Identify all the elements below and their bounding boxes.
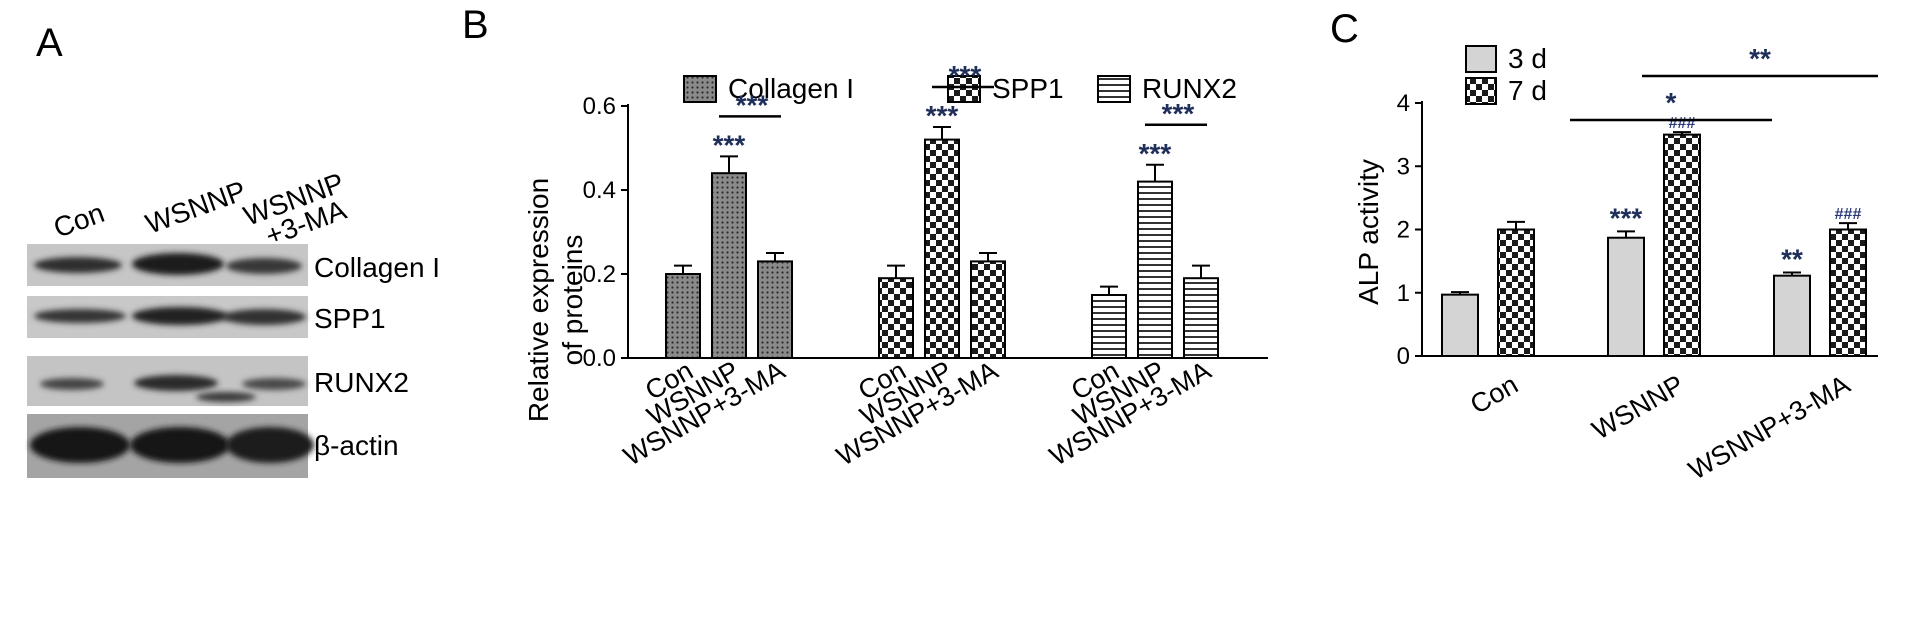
chart-b-legend-swatch-collagen-i [683,75,717,103]
chart-b-bar-spp1-con [878,277,914,360]
chart-c-cat-label-wsnnp: WSNNP [1587,369,1689,445]
wb-row-collagen [27,244,308,286]
chart-b-bar-runx2-wsnnp [1137,180,1173,359]
chart-b-bar-runx2-con [1091,294,1127,359]
panel-letter-c: C [1330,7,1359,51]
chart-b-legend-label-spp1: SPP1 [992,73,1064,104]
wb-row-label-collagen: Collagen I [314,252,440,283]
chart-b: Relative expression of proteins 0.0 0.2 0.… [523,60,1268,472]
chart-c-ytick-label-3: 3 [1397,153,1410,180]
wb-row-actin [27,414,314,478]
chart-b-sig-collagen-i-1: *** [713,129,746,160]
panel-letter-a: A [36,21,63,65]
chart-c-bar-con-3-d [1441,293,1479,357]
chart-c-legend-swatch-3-d [1465,45,1497,73]
western-blot: Con WSNNP WSNNP +3-MA C [27,167,440,478]
chart-b-legend-label-runx2: RUNX2 [1142,73,1237,104]
chart-b-ytick-label-1: 0.2 [583,261,616,288]
chart-c-ylabel: ALP activity [1353,159,1384,305]
chart-b-sig-runx2-1: *** [1139,138,1172,169]
chart-b-ytick-label-0: 0.0 [583,345,616,372]
chart-b-bar-spp1-wsnnp [924,138,960,359]
chart-c-sig-wsnnp-3-ma-7-d: ### [1835,206,1862,223]
chart-b-legend-swatch-runx2 [1097,75,1131,103]
chart-c-ytick-label-4: 4 [1397,90,1410,117]
chart-c-bracket-sig-2: ** [1749,43,1771,74]
chart-c-cat-label-wsnnp-3-ma: WSNNP+3-MA [1683,369,1855,485]
chart-c-bar-wsnnp-3-ma-3-d [1773,274,1811,357]
chart-b-ytick-label-2: 0.4 [583,177,616,204]
wb-row-spp1 [27,296,308,338]
chart-c-legend-swatch-7-d [1465,77,1497,105]
chart-b-bar-collagen-i-wsnnp [711,172,747,359]
chart-c-sig-wsnnp-3-ma-3-d: ** [1781,244,1803,275]
chart-c-bar-wsnnp-3-d [1607,236,1645,357]
chart-c-legend-label-3-d: 3 d [1508,43,1547,74]
chart-c-ytick-label-2: 2 [1397,217,1410,244]
chart-b-bar-collagen-i-con [665,273,701,359]
chart-b-ytick-label-3: 0.6 [583,93,616,120]
chart-b-legend-label-collagen-i: Collagen I [728,73,854,104]
chart-b-bar-runx2-wsnnp-3-ma [1183,277,1219,360]
chart-c-bar-wsnnp-7-d [1663,133,1701,357]
chart-c-ytick-label-1: 1 [1397,280,1410,307]
wb-row-label-runx2: RUNX2 [314,367,409,398]
chart-c-ytick-label-0: 0 [1397,343,1410,370]
wb-row-label-spp1: SPP1 [314,303,386,334]
wb-row-label-actin: β-actin [314,430,399,461]
wb-row-runx2 [27,356,308,406]
chart-b-ylabel-line2: of proteins [557,235,588,366]
chart-b-bar-collagen-i-wsnnp-3-ma [757,260,793,359]
wb-lane-label-con: Con [49,197,108,244]
chart-c-bracket-sig-1: * [1666,87,1677,118]
chart-b-bracket-sig-runx2: *** [1162,98,1195,129]
panel-letter-b: B [462,3,489,47]
chart-b-bracket-sig-collagen-i: *** [736,89,769,120]
chart-b-ylabel-line1: Relative expression [523,178,554,422]
chart-c-bar-wsnnp-3-ma-7-d [1829,228,1867,357]
chart-c-bar-con-7-d [1497,228,1535,357]
chart-c-sig-wsnnp-3-d: *** [1610,202,1643,233]
chart-b-bracket-sig-spp1: *** [949,60,982,91]
chart-b-legend-swatch-spp1 [947,75,981,103]
chart-b-bar-spp1-wsnnp-3-ma [970,260,1006,359]
wb-lane-label-wsnnp: WSNNP [141,175,250,240]
chart-c-legend-label-7-d: 7 d [1508,75,1547,106]
chart-c-cat-label-con: Con [1465,369,1523,420]
chart-b-sig-spp1-1: *** [926,100,959,131]
